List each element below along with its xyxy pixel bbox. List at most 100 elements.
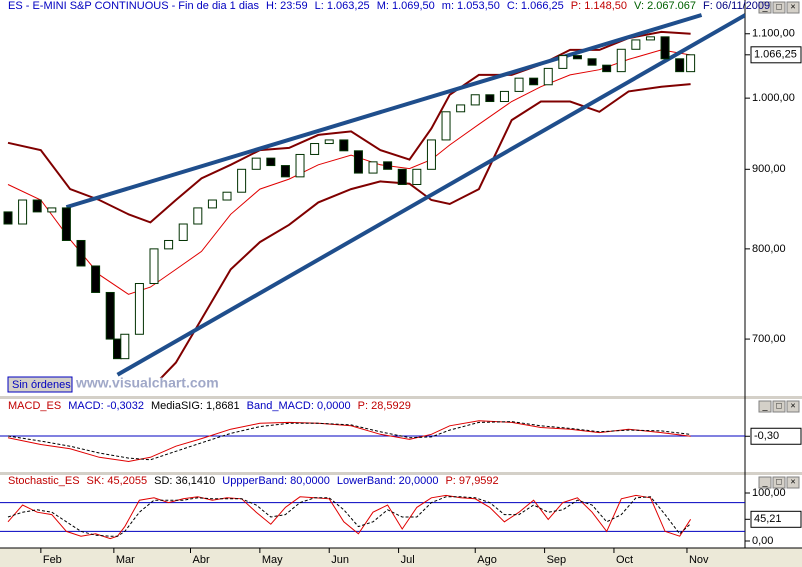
window-buttons[interactable]: _ □ × [758, 476, 800, 489]
window-buttons[interactable]: _ □ × [758, 400, 800, 413]
header-item: MACD: -0,3032 [68, 400, 144, 412]
x-tick-label: Nov [689, 554, 709, 566]
candle [134, 283, 144, 335]
x-tick-label: Ago [477, 554, 497, 566]
candle [91, 265, 101, 293]
candle [499, 90, 509, 103]
x-tick-label: Abr [193, 554, 210, 566]
svg-text:×: × [790, 400, 795, 410]
candle [368, 161, 378, 174]
bollinger-lower [159, 83, 691, 378]
svg-text:×: × [790, 1, 795, 11]
x-axis-band [0, 548, 802, 567]
candle [339, 139, 349, 152]
plot-area [0, 420, 745, 463]
series-line [7, 421, 691, 461]
candle [295, 153, 305, 178]
last-value-box [750, 510, 802, 528]
button-face[interactable] [7, 376, 73, 393]
x-tick-label: Sep [547, 554, 567, 566]
candle [310, 143, 320, 155]
x-tick-label: Jul [401, 554, 415, 566]
header-item: ES - E-MINI S&P CONTINUOUS - Fin de dia … [8, 0, 260, 12]
header-item: Stochastic_ES [8, 475, 80, 487]
candle [76, 239, 86, 267]
header-item: MACD_ES [8, 400, 61, 412]
candle [149, 248, 159, 285]
series-line [7, 420, 691, 463]
candle [470, 94, 480, 106]
svg-text:_: _ [761, 476, 768, 486]
candle [266, 157, 276, 167]
candle [18, 199, 28, 225]
bollinger-upper [7, 30, 691, 224]
header-item: F: 06/11/2009 [703, 0, 770, 12]
button-label[interactable]: Sin órdenes [12, 379, 71, 391]
candle [353, 150, 363, 174]
y-tick-label: 900,00 [752, 163, 786, 175]
svg-text:□: □ [776, 1, 782, 11]
candle [456, 104, 466, 113]
panel-header: MACD_ES MACD: -0,3032 MediaSIG: 1,8681 Band… [8, 400, 411, 412]
candle [558, 55, 568, 69]
candle [529, 77, 539, 86]
svg-text:_: _ [761, 1, 768, 11]
last-value-box [750, 46, 802, 64]
candle [587, 58, 597, 66]
candle [412, 168, 422, 185]
header-item: LowerBand: 20,0000 [337, 475, 439, 487]
candle [485, 94, 495, 103]
last-value-label: 45,21 [754, 513, 782, 525]
x-tick-label: Jun [331, 554, 349, 566]
last-value-label: -0,30 [754, 430, 779, 442]
candle [47, 207, 57, 213]
candle [113, 338, 123, 360]
candle [383, 161, 393, 170]
panel-header: Stochastic_ES SK: 45,2055 SD: 36,1410 Upppe… [8, 475, 499, 487]
plot-area [0, 494, 745, 540]
plot-area [3, 13, 745, 378]
panel-header: ES - E-MINI S&P CONTINUOUS - Fin de dia … [8, 0, 770, 12]
candle [543, 67, 553, 86]
y-tick-label: 800,00 [752, 243, 786, 255]
separator [0, 472, 802, 475]
candle [105, 291, 115, 340]
header-item: MediaSIG: 1,8681 [151, 400, 240, 412]
candle [686, 54, 696, 73]
candle [397, 168, 407, 185]
y-tick-label: 1.000,00 [752, 92, 795, 104]
svg-text:_: _ [761, 400, 768, 410]
candle [426, 139, 436, 170]
header-item: P: 28,5929 [358, 400, 411, 412]
candle [441, 111, 451, 141]
candle [660, 36, 670, 60]
candle [631, 39, 641, 50]
candle [675, 58, 685, 73]
candle [32, 199, 42, 213]
header-item: Band_MACD: 0,0000 [247, 400, 351, 412]
header-item: C: 1.066,25 [507, 0, 564, 12]
x-tick-label: May [262, 554, 283, 566]
candle [120, 333, 130, 360]
header-item: P: 1.148,50 [571, 0, 627, 12]
watermark: www.visualchart.com [75, 375, 219, 391]
svg-text:×: × [790, 476, 795, 486]
header-item: m: 1.053,50 [442, 0, 500, 12]
header-item: UppperBand: 80,0000 [222, 475, 330, 487]
y-tick-label: 700,00 [752, 333, 786, 345]
candle [178, 223, 188, 241]
candle [193, 207, 203, 225]
candle [164, 239, 174, 250]
x-tick-label: Oct [616, 554, 633, 566]
trend-line [65, 13, 703, 210]
y-tick-label: 0,00 [752, 535, 773, 547]
svg-text:□: □ [776, 476, 782, 486]
orders-button[interactable]: Sin órdenes [7, 376, 73, 393]
candle [602, 64, 612, 73]
window-buttons[interactable]: _ □ × [758, 1, 800, 14]
candle [237, 168, 247, 193]
last-value-label: 1.066,25 [754, 49, 797, 61]
candle [514, 77, 524, 92]
header-item: SD: 36,1410 [154, 475, 215, 487]
series-line [7, 496, 691, 537]
